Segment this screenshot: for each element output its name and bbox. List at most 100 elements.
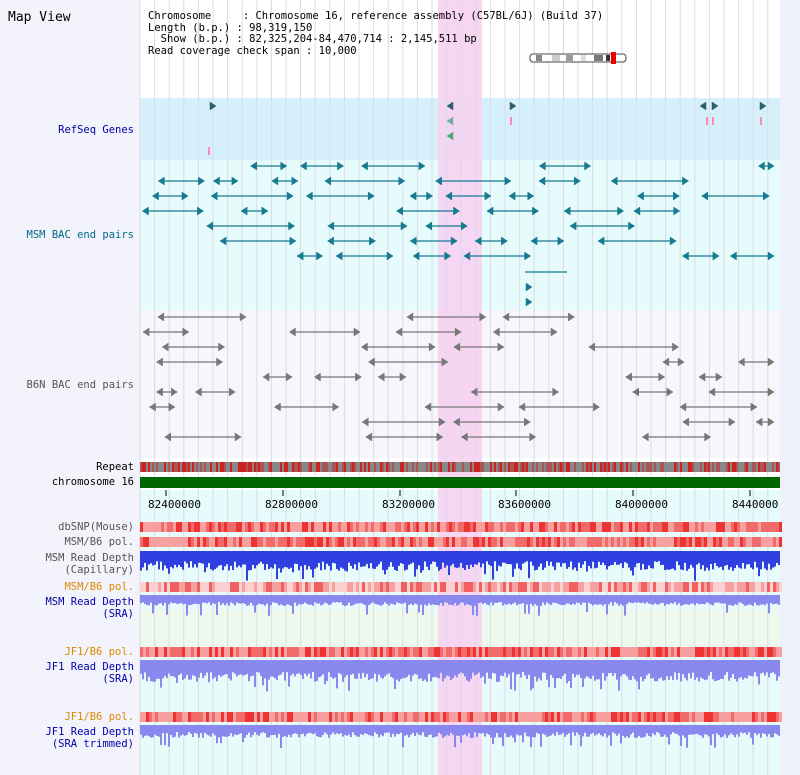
dbsnp-cell	[281, 522, 284, 532]
jf1-b6-pol-trimmed-cell	[521, 712, 524, 722]
jf1-b6-pol-cell	[776, 647, 779, 657]
jf1-b6-pol-cell	[764, 647, 767, 657]
b6n-bac-pair-end	[568, 312, 575, 322]
jf1-depth-sra-bar	[728, 660, 730, 681]
dbsnp-cell	[752, 522, 755, 532]
jf1-depth-sra-bar	[746, 660, 748, 679]
msm-bac-pair-end	[532, 206, 539, 216]
msm-depth-sra-bar	[162, 595, 164, 606]
jf1-b6-pol-trimmed-cell	[734, 712, 737, 722]
jf1-depth-trimmed-bar	[224, 725, 226, 737]
msm-b6-pol-cell	[668, 537, 671, 547]
msm-b6-pol-cell	[527, 537, 530, 547]
msm-b6-pol-sra-cell	[698, 582, 701, 592]
jf1-depth-trimmed-bar	[434, 725, 436, 738]
msm-depth-sra-bar	[622, 595, 624, 606]
jf1-b6-pol-cell	[566, 647, 569, 657]
jf1-depth-sra-bar	[298, 660, 300, 674]
jf1-b6-pol-cell	[494, 647, 497, 657]
msm-depth-sra-bar	[578, 595, 580, 603]
jf1-depth-trimmed-bar	[458, 725, 460, 736]
msm-depth-capillary-bar	[762, 551, 764, 562]
jf1-depth-trimmed-bar	[528, 725, 530, 737]
dbsnp-cell	[395, 522, 398, 532]
msm-depth-sra-bar	[552, 595, 554, 603]
dbsnp-cell	[659, 522, 662, 532]
msm-depth-capillary-bar	[304, 551, 306, 565]
jf1-depth-sra-bar	[438, 660, 440, 679]
track-label-msm-bac[interactable]: MSM BAC end pairs	[26, 229, 134, 241]
jf1-depth-trimmed-bar	[290, 725, 292, 738]
jf1-depth-trimmed-bar	[690, 725, 692, 735]
jf1-depth-trimmed-bar	[496, 725, 498, 733]
b6n-bac-pair-end	[195, 387, 202, 397]
msm-depth-sra-bar	[284, 595, 286, 606]
jf1-depth-trimmed-bar	[476, 725, 478, 737]
msm-depth-capillary-bar	[298, 551, 300, 571]
msm-depth-capillary-bar	[396, 551, 398, 571]
track-label-b6n-bac[interactable]: B6N BAC end pairs	[26, 379, 134, 391]
msm-depth-capillary-bar	[284, 551, 286, 567]
msm-bac-pair-end	[289, 236, 297, 246]
msm-depth-capillary-bar	[232, 551, 234, 570]
b6n-bac-pair-end	[460, 432, 468, 442]
jf1-depth-trimmed-bar	[202, 725, 204, 738]
msm-depth-sra-bar	[486, 595, 488, 605]
jf1-depth-trimmed-bar	[394, 725, 396, 737]
dbsnp-cell	[467, 522, 470, 532]
b6n-bac-pair-end	[406, 312, 414, 322]
jf1-b6-pol-trimmed-cell	[206, 712, 209, 722]
jf1-b6-pol-trimmed-cell	[737, 712, 740, 722]
msm-b6-pol-cell	[314, 537, 317, 547]
msm-bac-pair-end	[400, 221, 408, 231]
jf1-b6-pol-trimmed-cell	[167, 712, 170, 722]
jf1-b6-pol-cell	[551, 647, 554, 657]
msm-depth-sra-bar	[724, 595, 726, 604]
jf1-b6-pol-cell	[347, 647, 350, 657]
msm-b6-pol-cell	[737, 537, 740, 547]
jf1-b6-pol-trimmed-cell	[605, 712, 608, 722]
msm-b6-pol-cell	[743, 537, 746, 547]
dbsnp-cell	[434, 522, 437, 532]
msm-depth-capillary-bar	[674, 551, 676, 571]
jf1-b6-pol-trimmed-cell	[485, 712, 488, 722]
msm-b6-pol-cell	[416, 537, 419, 547]
msm-depth-sra-bar	[190, 595, 192, 605]
msm-b6-pol-sra-cell	[680, 582, 683, 592]
msm-b6-pol-cell	[392, 537, 395, 547]
msm-depth-sra-bar	[328, 595, 330, 606]
jf1-b6-pol-trimmed-cell	[434, 712, 437, 722]
repeat-element	[152, 462, 154, 472]
msm-b6-pol-sra-cell	[305, 582, 308, 592]
b6n-bac-pair-end	[142, 327, 150, 337]
track-label-refseq[interactable]: RefSeq Genes	[58, 124, 134, 136]
dbsnp-cell	[341, 522, 344, 532]
msm-depth-capillary-bar	[402, 551, 404, 565]
jf1-depth-trimmed-bar	[156, 725, 158, 736]
jf1-depth-trimmed-bar	[488, 725, 490, 735]
jf1-b6-pol-trimmed-cell	[620, 712, 623, 722]
msm-depth-capillary-bar	[426, 551, 428, 567]
msm-depth-capillary-bar	[154, 551, 156, 565]
msm-b6-pol-sra-cell	[551, 582, 554, 592]
msm-b6-pol-cell	[200, 537, 203, 547]
jf1-b6-pol-cell	[350, 647, 353, 657]
msm-depth-sra-bar	[230, 595, 232, 603]
msm-depth-sra-bar	[472, 595, 474, 615]
track-label-line: MSM Read Depth	[45, 552, 134, 564]
jf1-depth-trimmed-bar	[196, 725, 198, 734]
jf1-b6-pol-trimmed-cell	[557, 712, 560, 722]
msm-b6-pol-cell	[413, 537, 416, 547]
jf1-depth-sra-bar	[544, 660, 546, 673]
msm-bac-pair-end	[672, 191, 680, 201]
jf1-b6-pol-cell	[683, 647, 686, 657]
jf1-b6-pol-cell	[308, 647, 311, 657]
repeat-element	[222, 462, 224, 472]
jf1-depth-trimmed-bar	[330, 725, 332, 735]
msm-depth-sra-bar	[152, 595, 154, 614]
jf1-depth-trimmed-bar	[664, 725, 666, 735]
jf1-depth-trimmed-bar	[754, 725, 756, 734]
msm-b6-pol-sra-cell	[230, 582, 233, 592]
